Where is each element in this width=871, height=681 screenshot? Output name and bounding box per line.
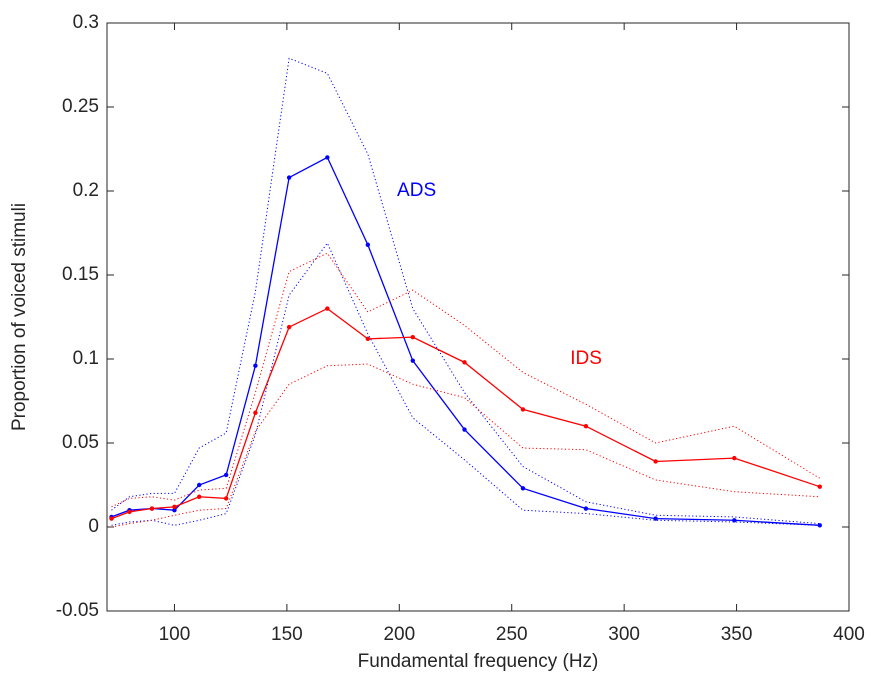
point — [172, 504, 177, 510]
point — [653, 459, 658, 464]
point — [325, 155, 330, 160]
y-tick-label: -0.05 — [56, 600, 99, 621]
point — [196, 494, 202, 499]
series-label: ADS — [397, 180, 436, 201]
point — [365, 242, 371, 247]
point — [520, 407, 526, 412]
point — [127, 509, 132, 515]
y-tick-label: 0.15 — [62, 264, 99, 285]
point — [286, 175, 292, 180]
y-tick-label: 0 — [88, 516, 99, 537]
x-tick-label: 250 — [496, 624, 528, 645]
point — [732, 518, 737, 523]
point — [410, 358, 415, 363]
point — [732, 455, 737, 461]
point — [223, 496, 229, 501]
x-tick-label: 150 — [271, 624, 303, 645]
point — [172, 508, 177, 513]
point — [817, 484, 822, 489]
point — [520, 486, 526, 491]
point — [325, 306, 330, 311]
x-tick-label: 100 — [159, 624, 191, 645]
point — [653, 516, 658, 521]
point — [286, 324, 292, 330]
point — [410, 334, 415, 340]
point — [583, 506, 589, 511]
lower-bound-line — [111, 363, 820, 528]
point — [109, 516, 114, 521]
x-tick-label: 400 — [833, 624, 865, 645]
point — [817, 523, 822, 528]
y-tick-label: 0.25 — [62, 96, 99, 117]
y-tick-label: 0.05 — [62, 432, 99, 453]
point — [583, 424, 589, 429]
point — [253, 410, 258, 415]
y-tick-label: 0.3 — [73, 12, 99, 33]
plot-area — [106, 22, 850, 612]
x-tick-label: 350 — [721, 624, 753, 645]
x-tick-label: 200 — [383, 624, 415, 645]
point — [253, 363, 258, 368]
point — [462, 360, 467, 365]
x-tick-label: 300 — [608, 624, 640, 645]
point — [149, 506, 155, 511]
plot-content — [109, 57, 822, 528]
point — [196, 482, 202, 488]
series-label: IDS — [570, 348, 602, 369]
y-axis-label: Proportion of voiced stimuli — [9, 203, 30, 431]
x-axis-label: Fundamental frequency (Hz) — [358, 651, 599, 672]
y-tick-label: 0.1 — [73, 348, 99, 369]
point — [223, 472, 229, 478]
y-tick-label: 0.2 — [73, 180, 99, 201]
point — [462, 427, 467, 432]
point — [365, 336, 371, 342]
